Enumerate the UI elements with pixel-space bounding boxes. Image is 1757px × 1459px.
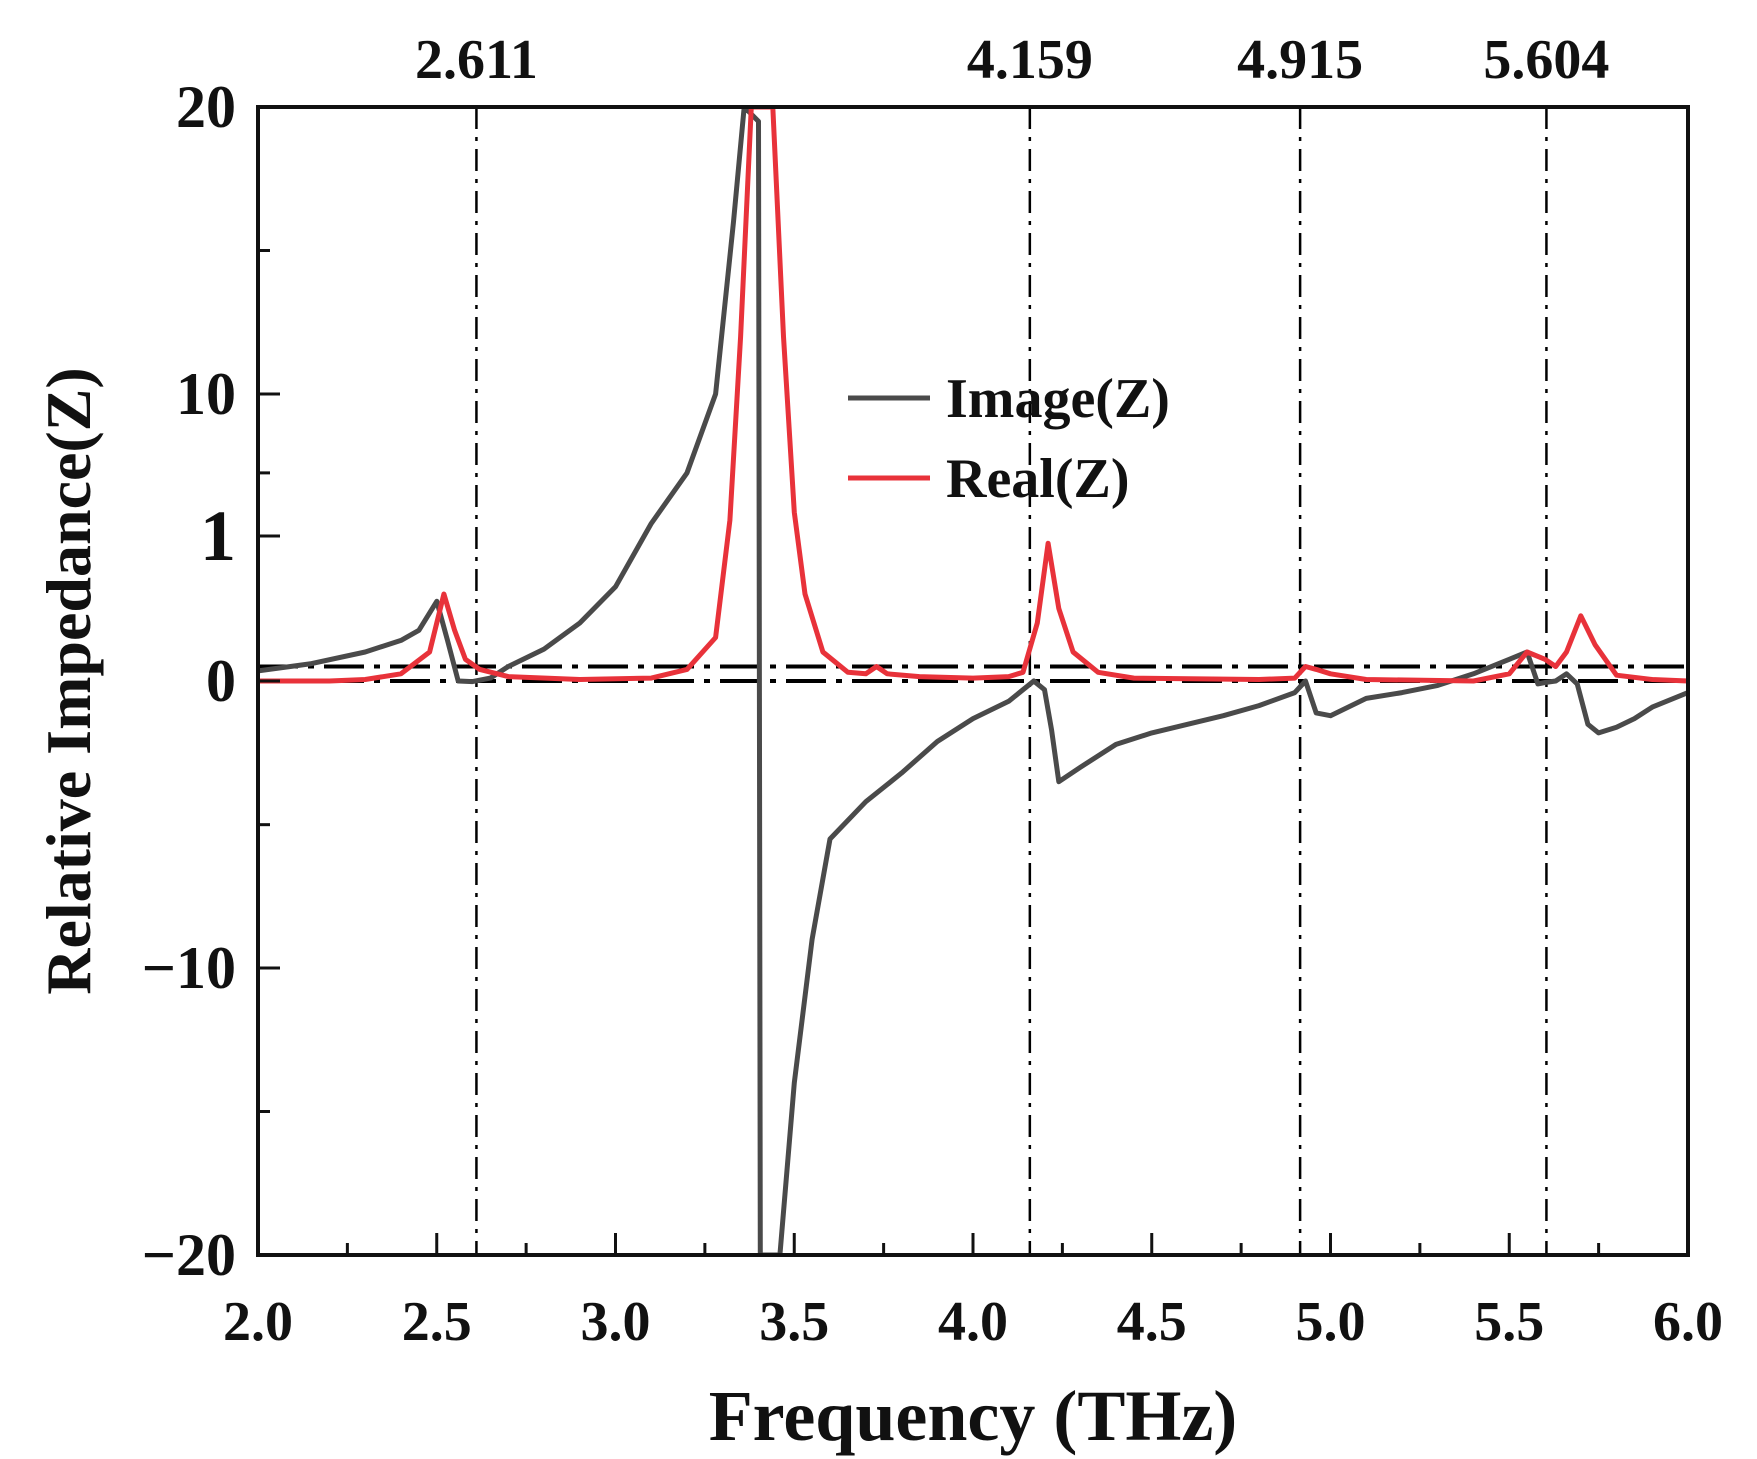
- series-group: [258, 107, 1688, 1255]
- legend-label-real-z: Real(Z): [946, 448, 1130, 510]
- x-tick-label-1: 2.5: [402, 1291, 472, 1353]
- vline-label-3: 5.604: [1483, 29, 1609, 91]
- series-line-image-z: [258, 107, 1688, 1255]
- x-tick-label-0: 2.0: [223, 1291, 293, 1353]
- y-axis-title: Relative Impedance(Z): [33, 367, 104, 994]
- label-group: 2.611 4.159 4.915 5.604 2.0 2.5 3.0 3.5 4.0 4.5 5.…: [33, 29, 1723, 1456]
- x-tick-label-3: 3.5: [759, 1291, 829, 1353]
- x-tick-label-2: 3.0: [581, 1291, 651, 1353]
- legend-label-image-z: Image(Z): [946, 368, 1170, 430]
- vline-label-2: 4.915: [1237, 29, 1363, 91]
- y-tick-label-5: 20: [176, 74, 236, 140]
- series-line-real-z: [258, 107, 1688, 684]
- y-tick-label-2: 0: [206, 648, 236, 714]
- y-tick-label-1: −10: [142, 935, 236, 1001]
- vline-label-0: 2.611: [415, 29, 538, 91]
- x-tick-label-7: 5.5: [1474, 1291, 1544, 1353]
- x-tick-label-6: 5.0: [1296, 1291, 1366, 1353]
- y-tick-label-4: 10: [176, 361, 236, 427]
- x-tick-label-5: 4.5: [1117, 1291, 1187, 1353]
- y-tick-label-0: −20: [142, 1222, 236, 1288]
- y-tick-label-3: 1: [200, 496, 236, 576]
- x-tick-label-4: 4.0: [938, 1291, 1008, 1353]
- tick-group: [256, 105, 1690, 1257]
- x-axis-title: Frequency (THz): [709, 1376, 1238, 1456]
- legend: Image(Z) Real(Z): [848, 368, 1170, 510]
- x-tick-label-8: 6.0: [1653, 1291, 1723, 1353]
- vline-label-1: 4.159: [967, 29, 1093, 91]
